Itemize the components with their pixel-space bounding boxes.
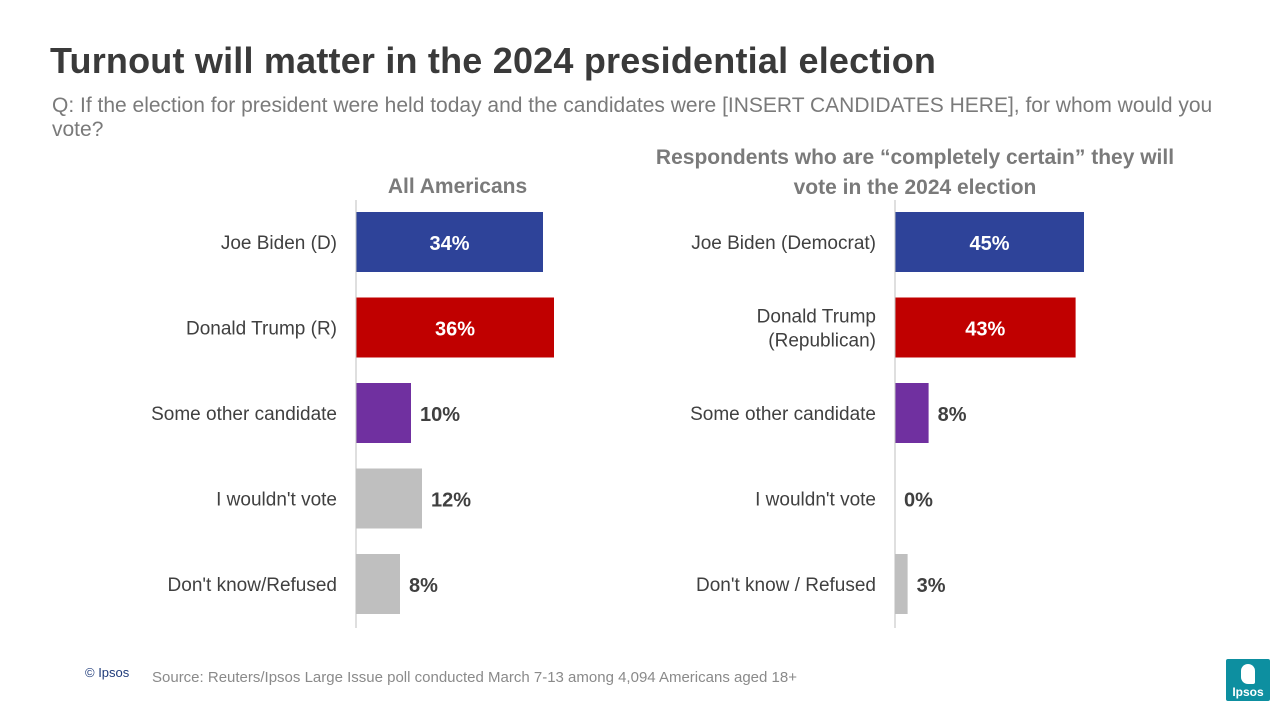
- value-label-all-1: 36%: [435, 319, 475, 341]
- survey-question: Q: If the election for president were he…: [52, 94, 1213, 141]
- value-label-certain-1: 43%: [965, 319, 1005, 341]
- value-label-all-4: 8%: [409, 575, 438, 597]
- category-label-certain-3: I wouldn't vote: [755, 490, 876, 511]
- value-label-all-0: 34%: [429, 233, 469, 255]
- value-label-certain-0: 45%: [969, 233, 1009, 255]
- bar-all-3: [356, 468, 422, 529]
- category-label-all-2: Some other candidate: [151, 404, 337, 425]
- bar-all-2: [356, 383, 411, 443]
- value-label-all-3: 12%: [431, 490, 471, 512]
- bar-certain-0: [895, 212, 1084, 272]
- value-label-certain-4: 3%: [917, 575, 946, 597]
- chart-title-certain-voters: Respondents who are “completely certain”…: [655, 146, 1175, 199]
- ipsos-logo-mark: [1241, 664, 1255, 684]
- source-note: Source: Reuters/Ipsos Large Issue poll c…: [152, 669, 797, 686]
- category-label-all-1: Donald Trump (R): [186, 319, 337, 340]
- ipsos-logo-text: Ipsos: [1232, 685, 1264, 699]
- category-label-all-0: Joe Biden (D): [221, 233, 337, 254]
- category-label-certain-1: Donald Trump (Republican): [757, 307, 876, 352]
- ipsos-logo: Ipsos: [1226, 659, 1270, 701]
- value-label-certain-3: 0%: [904, 490, 933, 512]
- bar-certain-4: [895, 554, 908, 614]
- category-label-all-4: Don't know/Refused: [168, 575, 337, 596]
- bar-all-4: [356, 554, 400, 614]
- copyright-notice: © Ipsos: [85, 665, 130, 680]
- bar-all-0: [356, 212, 543, 272]
- category-label-certain-4: Don't know / Refused: [696, 575, 876, 596]
- bar-certain-1: [895, 297, 1076, 358]
- value-label-all-2: 10%: [420, 404, 460, 426]
- chart-title-all-americans: All Americans: [387, 175, 528, 198]
- value-label-certain-2: 8%: [938, 404, 967, 426]
- category-label-all-3: I wouldn't vote: [216, 490, 337, 511]
- bar-certain-2: [895, 383, 929, 443]
- category-label-certain-2: Some other candidate: [690, 404, 876, 425]
- page-title: Turnout will matter in the 2024 presiden…: [50, 40, 937, 81]
- bar-all-1: [356, 297, 554, 358]
- category-label-certain-0: Joe Biden (Democrat): [691, 233, 876, 254]
